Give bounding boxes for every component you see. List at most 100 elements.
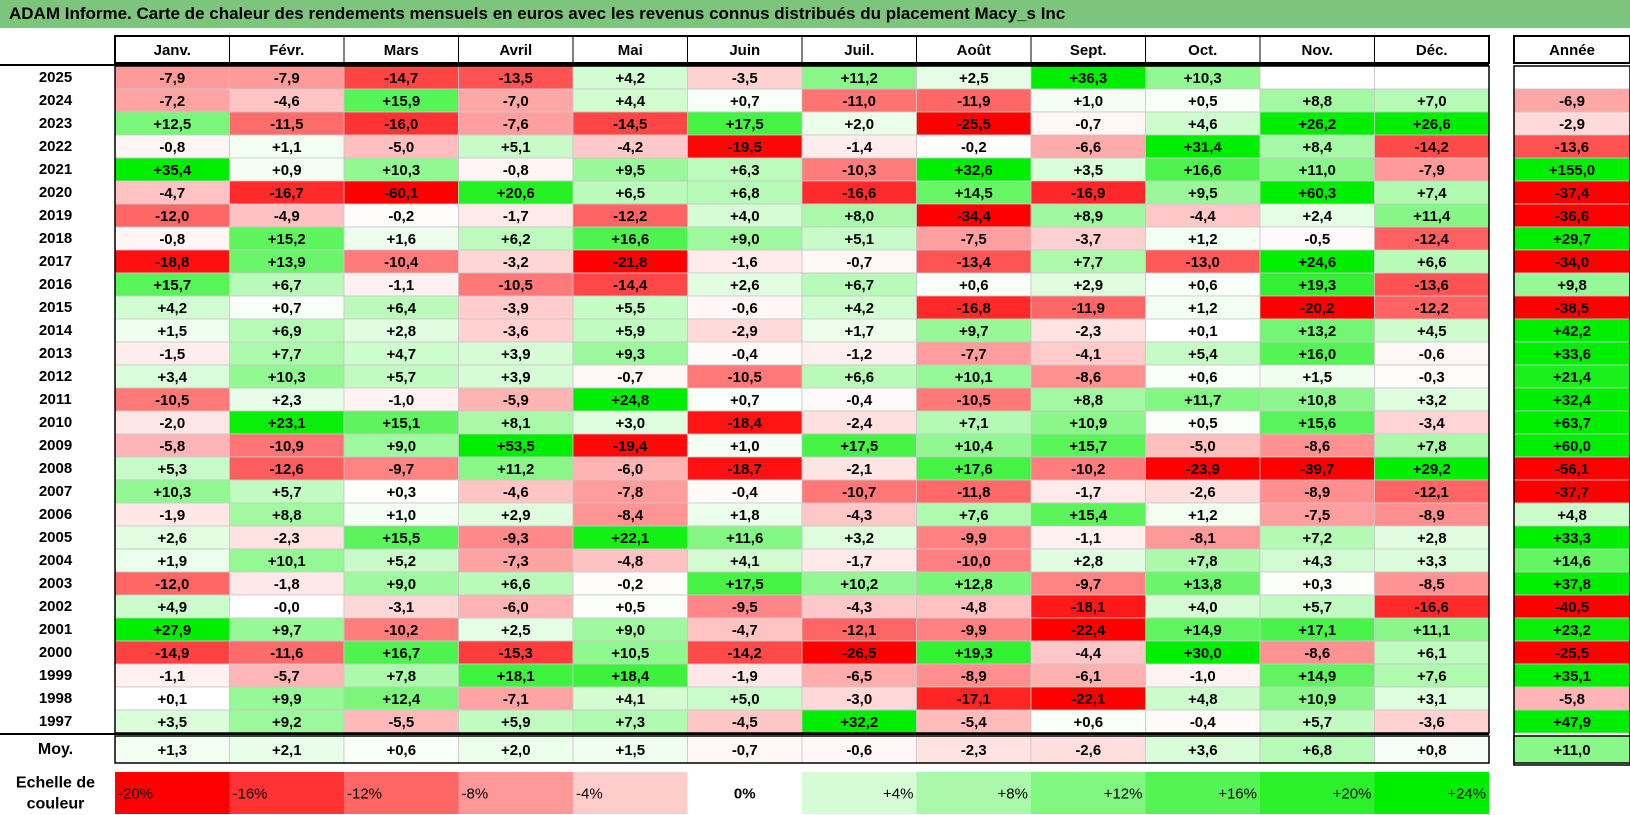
cell-value: -3,9 bbox=[503, 300, 529, 317]
legend-swatch bbox=[1031, 772, 1146, 814]
cell-value: +6,6 bbox=[1417, 254, 1447, 271]
cell-value: -0,8 bbox=[503, 162, 529, 179]
year-label: 2023 bbox=[39, 115, 72, 132]
cell-value: -6,1 bbox=[1075, 668, 1101, 685]
cell-value: -0,7 bbox=[617, 369, 643, 386]
cell-value: +10,4 bbox=[955, 438, 994, 455]
cell-value: +8,1 bbox=[501, 415, 531, 432]
cell-value: +16,6 bbox=[611, 231, 649, 248]
cell-value: +7,3 bbox=[615, 714, 645, 731]
cell-value: -10,2 bbox=[1071, 461, 1105, 478]
cell-value: +6,8 bbox=[730, 185, 760, 202]
cell-value: +5,1 bbox=[844, 231, 874, 248]
cell-value: +4,4 bbox=[615, 93, 645, 110]
average-cell bbox=[572, 735, 688, 764]
cell-value: +0,5 bbox=[1188, 415, 1218, 432]
legend-swatch bbox=[1374, 772, 1489, 814]
cell-value: +2,9 bbox=[501, 507, 531, 524]
annual-value: +155,0 bbox=[1549, 162, 1595, 179]
month-header: Déc. bbox=[1416, 42, 1448, 59]
cell-value: -1,1 bbox=[388, 277, 414, 294]
cell-value: +9,2 bbox=[272, 714, 302, 731]
year-label: 2016 bbox=[39, 276, 72, 293]
cell-value: +0,7 bbox=[730, 93, 760, 110]
cell-value: -18,7 bbox=[728, 461, 762, 478]
cell-value: -10,3 bbox=[842, 162, 876, 179]
cell-value: -6,6 bbox=[1075, 139, 1101, 156]
cell-value: +9,7 bbox=[272, 622, 302, 639]
cell-value: +6,7 bbox=[272, 277, 302, 294]
cell-value: -7,9 bbox=[159, 70, 185, 87]
cell-value: -1,4 bbox=[846, 139, 873, 156]
cell-value: -10,2 bbox=[384, 622, 418, 639]
year-label: 1999 bbox=[39, 667, 72, 684]
cell-value: +14,9 bbox=[1298, 668, 1336, 685]
cell-value: +14,5 bbox=[955, 185, 993, 202]
cell-value: -8,4 bbox=[617, 507, 644, 524]
year-label: 2004 bbox=[39, 552, 73, 569]
average-annual-cell bbox=[1513, 735, 1630, 764]
cell-value: -34,4 bbox=[957, 208, 992, 225]
cell-value: -8,9 bbox=[961, 668, 987, 685]
cell-value: -7,0 bbox=[503, 93, 529, 110]
cell-value: -12,4 bbox=[1415, 231, 1450, 248]
cell-value: +7,6 bbox=[959, 507, 989, 524]
cell-value: +13,8 bbox=[1184, 576, 1222, 593]
annual-value: -37,7 bbox=[1555, 484, 1589, 501]
cell-value: +23,1 bbox=[268, 415, 306, 432]
average-cell bbox=[458, 735, 574, 764]
cell-value: +0,6 bbox=[1188, 277, 1218, 294]
annual-value: -37,4 bbox=[1555, 185, 1590, 202]
cell-value: -25,5 bbox=[957, 116, 991, 133]
cell-value: +19,3 bbox=[1298, 277, 1336, 294]
cell-value: +5,9 bbox=[501, 714, 531, 731]
average-value: -2,3 bbox=[961, 742, 987, 759]
month-header: Juil. bbox=[844, 42, 874, 59]
cell-value: -4,6 bbox=[503, 484, 529, 501]
cell-value: -0,2 bbox=[961, 139, 987, 156]
cell-value: -3,0 bbox=[846, 691, 872, 708]
cell-value: +3,5 bbox=[157, 714, 187, 731]
year-label: 2019 bbox=[39, 207, 72, 224]
year-label: 2010 bbox=[39, 414, 72, 431]
cell-value: +2,6 bbox=[730, 277, 760, 294]
cell-value: -1,6 bbox=[732, 254, 758, 271]
cell-value: -16,0 bbox=[384, 116, 418, 133]
cell-value: -13,5 bbox=[499, 70, 533, 87]
month-header: Juin bbox=[729, 42, 760, 59]
cell-value: +32,2 bbox=[840, 714, 878, 731]
annual-value: +35,1 bbox=[1553, 668, 1591, 685]
cell-value: -11,9 bbox=[957, 93, 990, 110]
cell-value: +0,5 bbox=[1188, 93, 1218, 110]
cell-value: +2,5 bbox=[959, 70, 989, 87]
cell-value: +53,5 bbox=[497, 438, 535, 455]
cell-value: +1,2 bbox=[1188, 300, 1218, 317]
cell-value: -2,0 bbox=[159, 415, 185, 432]
cell-value: -5,4 bbox=[961, 714, 988, 731]
average-value: +0,8 bbox=[1417, 742, 1447, 759]
cell-value: +32,6 bbox=[955, 162, 993, 179]
annual-value: -25,5 bbox=[1555, 645, 1589, 662]
cell-value: +26,2 bbox=[1298, 116, 1336, 133]
legend-swatch bbox=[916, 772, 1031, 814]
cell-value: +15,5 bbox=[382, 530, 420, 547]
cell-value: +8,4 bbox=[1302, 139, 1332, 156]
cell-value: +2,8 bbox=[1417, 530, 1447, 547]
cell-value: +5,9 bbox=[615, 323, 645, 340]
cell-value: -5,0 bbox=[388, 139, 414, 156]
average-value: +3,6 bbox=[1188, 742, 1218, 759]
month-header: Mars bbox=[384, 42, 419, 59]
average-value: -0,6 bbox=[846, 742, 872, 759]
cell-value: -1,1 bbox=[1075, 530, 1101, 547]
cell-value: +10,3 bbox=[153, 484, 191, 501]
legend-swatch bbox=[458, 772, 573, 814]
cell-value: +8,8 bbox=[272, 507, 302, 524]
cell-value: +6,9 bbox=[272, 323, 302, 340]
cell-value: -11,8 bbox=[957, 484, 990, 501]
cell-value: +17,6 bbox=[955, 461, 993, 478]
annual-value: +14,6 bbox=[1553, 553, 1591, 570]
cell-value: +10,8 bbox=[1298, 392, 1336, 409]
cell-value: -1,8 bbox=[274, 576, 300, 593]
cell-value: +7,8 bbox=[1417, 438, 1447, 455]
cell-value: -10,4 bbox=[384, 254, 419, 271]
